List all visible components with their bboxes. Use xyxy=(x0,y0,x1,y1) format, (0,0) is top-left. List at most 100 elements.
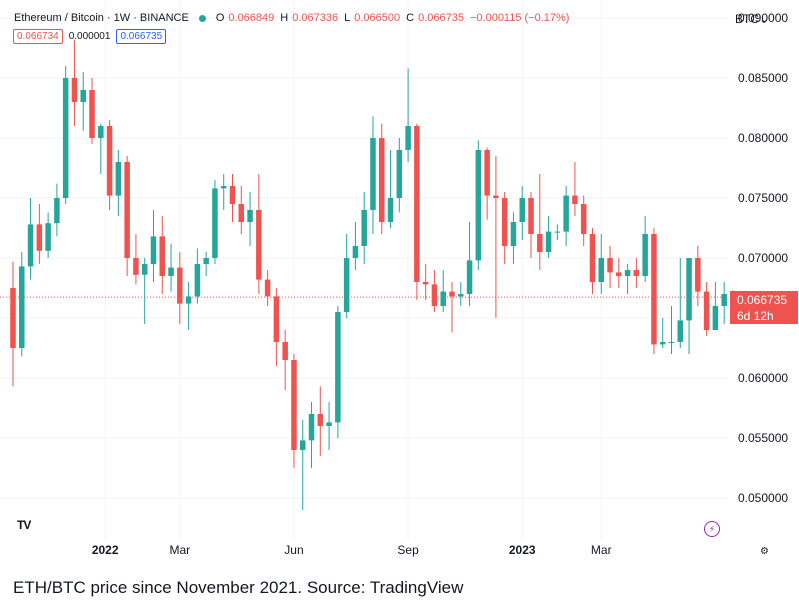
candle-body xyxy=(80,90,86,102)
candle-body xyxy=(528,198,534,234)
candle-body xyxy=(27,224,34,267)
candle-countdown: 6d 12h xyxy=(737,309,774,323)
candle xyxy=(343,234,350,318)
candle xyxy=(440,270,446,312)
candle-body xyxy=(317,414,324,426)
candle-body xyxy=(686,258,692,321)
candle xyxy=(449,282,455,333)
candle xyxy=(282,330,288,390)
candle xyxy=(291,354,297,468)
candle xyxy=(510,212,517,264)
candle xyxy=(633,258,640,288)
candle xyxy=(458,282,464,306)
candle-body xyxy=(238,204,245,222)
symbol-title[interactable]: Ethereum / Bitcoin · 1W · BINANCE xyxy=(14,12,189,24)
candle xyxy=(115,150,122,216)
candle-body xyxy=(510,222,517,246)
y-tick-label: 0.090000 xyxy=(738,11,788,25)
candle xyxy=(89,78,95,144)
sell-price-button[interactable]: 0.066734 xyxy=(13,29,63,44)
candle xyxy=(133,234,139,285)
candle xyxy=(45,212,51,258)
candle-body xyxy=(563,195,569,232)
candle xyxy=(299,420,306,510)
settings-icon[interactable]: ⚙ xyxy=(760,546,769,557)
candle xyxy=(431,270,438,312)
candle-body xyxy=(159,236,166,276)
candle xyxy=(677,258,684,348)
buy-price-button[interactable]: 0.066735 xyxy=(116,29,167,44)
candle-body xyxy=(642,234,648,276)
candle-body xyxy=(633,270,640,276)
candle-body xyxy=(343,258,350,312)
candle xyxy=(124,156,130,276)
candle-body xyxy=(115,162,122,196)
candle xyxy=(721,282,727,324)
candle-body xyxy=(62,78,69,198)
candle xyxy=(229,174,236,222)
candle xyxy=(71,39,78,126)
last-price-value: 0.066735 xyxy=(737,293,788,307)
candle-body xyxy=(194,264,201,297)
candle xyxy=(273,288,280,366)
candle-body xyxy=(589,234,596,282)
candle-body xyxy=(440,291,446,306)
candle-body xyxy=(212,188,218,258)
candle xyxy=(659,318,666,348)
candle-body xyxy=(405,126,411,150)
candle xyxy=(150,210,157,282)
lightning-icon[interactable]: ⚡ xyxy=(704,521,720,537)
candle-body xyxy=(133,258,139,275)
candle-body xyxy=(387,198,394,222)
candle xyxy=(519,186,525,240)
candle-body xyxy=(220,186,227,189)
x-tick-label: Mar xyxy=(591,543,612,557)
candle xyxy=(563,186,569,246)
candle xyxy=(572,162,578,216)
candle xyxy=(335,306,341,438)
candle xyxy=(624,264,631,294)
candle xyxy=(308,402,315,468)
candle-body xyxy=(45,223,51,251)
candle xyxy=(212,180,218,264)
candle-body xyxy=(98,126,104,138)
candle-body xyxy=(185,296,192,304)
candle xyxy=(616,258,622,288)
candle-body xyxy=(668,342,675,343)
currency-selector[interactable]: BTC⌄ xyxy=(735,12,769,26)
candle-body xyxy=(721,294,727,306)
chart-legend: Ethereum / Bitcoin · 1W · BINANCE O 0.066… xyxy=(14,12,571,24)
chart-area[interactable]: 0.0500000.0550000.0600000.0650000.070000… xyxy=(0,0,788,557)
candle xyxy=(686,258,692,354)
x-tick-label: Sep xyxy=(397,543,419,557)
candle-body xyxy=(326,422,332,426)
candle xyxy=(168,243,174,292)
candle-body xyxy=(106,126,113,196)
candle-body xyxy=(580,204,587,234)
tradingview-logo[interactable]: TV xyxy=(17,518,31,532)
candle xyxy=(54,183,60,237)
candle-body xyxy=(695,258,701,292)
x-tick-label: 2022 xyxy=(92,543,119,557)
candle-body xyxy=(361,210,367,246)
spread-value: 0.000001 xyxy=(68,31,111,42)
candle-body xyxy=(712,306,719,330)
candle-body xyxy=(124,162,130,258)
price-chart[interactable]: 0.0500000.0550000.0600000.0650000.070000… xyxy=(0,0,799,565)
y-tick-label: 0.060000 xyxy=(738,371,788,385)
candle xyxy=(379,123,385,234)
candle-body xyxy=(431,284,438,306)
candle-body xyxy=(624,270,631,276)
x-tick-label: Mar xyxy=(169,543,190,557)
candle xyxy=(414,123,420,300)
candle-body xyxy=(352,246,359,258)
candle-body xyxy=(89,90,95,138)
candle xyxy=(642,216,648,282)
candle-body xyxy=(414,126,420,282)
last-price-tag: 0.066735 6d 12h xyxy=(730,291,798,324)
market-status-icon[interactable] xyxy=(198,14,206,22)
candle xyxy=(10,261,16,387)
candle-body xyxy=(150,236,157,264)
high-key: H xyxy=(280,12,289,24)
candle xyxy=(703,282,710,336)
